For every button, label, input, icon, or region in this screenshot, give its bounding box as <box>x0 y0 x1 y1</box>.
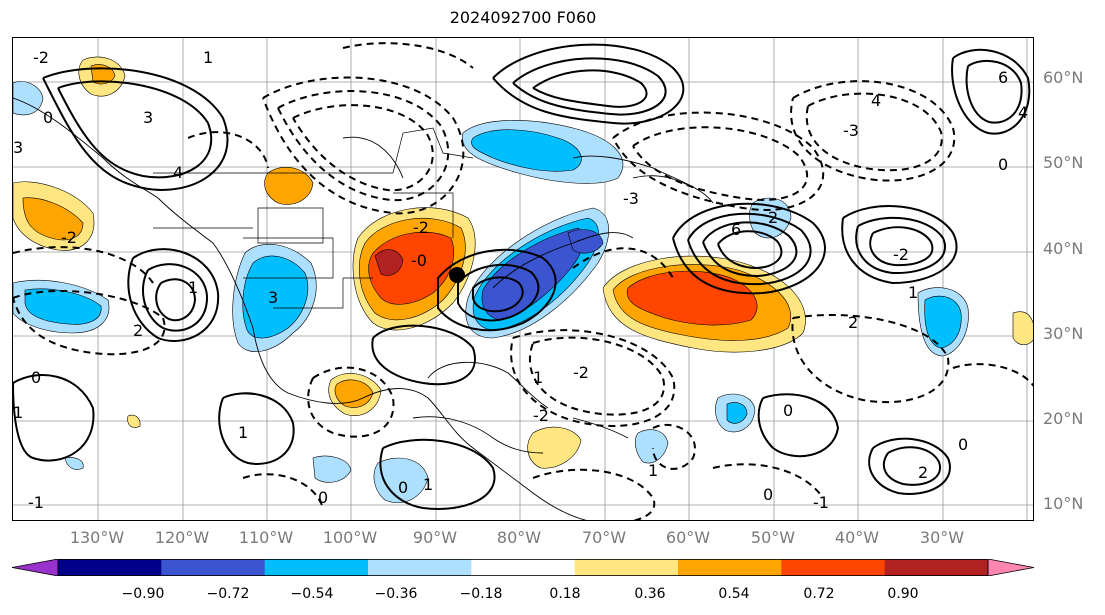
contour-lines <box>13 43 1031 510</box>
svg-text:1: 1 <box>13 403 23 422</box>
map-title: 2024092700 F060 <box>449 8 597 27</box>
lon-label-130w: 130°W <box>69 528 125 547</box>
svg-text:-3: -3 <box>623 189 639 208</box>
colorbar-segment <box>58 559 162 576</box>
svg-text:0: 0 <box>398 478 408 497</box>
colorbar-label: −0.72 <box>206 586 250 602</box>
lon-label-100w: 100°W <box>322 528 378 547</box>
political-borders <box>153 127 474 309</box>
lon-label-80w: 80°W <box>496 528 542 547</box>
svg-text:4: 4 <box>871 91 881 110</box>
svg-text:-2: -2 <box>61 228 77 247</box>
svg-text:-2: -2 <box>573 363 589 382</box>
lon-label-110w: 110°W <box>238 528 294 547</box>
svg-text:0: 0 <box>31 368 41 387</box>
svg-text:-1: -1 <box>28 493 44 512</box>
svg-text:-2: -2 <box>33 48 49 67</box>
colorbar-segment <box>471 559 576 576</box>
svg-text:3: 3 <box>268 288 278 307</box>
svg-text:1: 1 <box>533 368 543 387</box>
colorbar-label: 0.18 <box>549 586 581 602</box>
svg-text:6: 6 <box>731 220 741 239</box>
colorbar-label: −0.90 <box>121 586 165 602</box>
svg-text:0: 0 <box>763 485 773 504</box>
colorbar-label: −0.36 <box>374 586 418 602</box>
svg-text:1: 1 <box>188 278 198 297</box>
svg-text:-1: -1 <box>813 493 829 512</box>
svg-text:-2: -2 <box>533 406 549 425</box>
svg-text:2: 2 <box>918 463 928 482</box>
svg-text:2: 2 <box>768 208 778 227</box>
colorbar-label: −0.18 <box>459 586 503 602</box>
svg-text:0: 0 <box>998 155 1008 174</box>
svg-text:2: 2 <box>133 321 143 340</box>
lon-label-30w: 30°W <box>919 528 965 547</box>
lon-label-60w: 60°W <box>665 528 711 547</box>
lon-label-70w: 70°W <box>581 528 627 547</box>
lat-label-60n: 60°N <box>1043 68 1084 87</box>
svg-text:-3: -3 <box>843 121 859 140</box>
colorbar-segment <box>574 559 679 576</box>
colorbar-extension-low <box>12 559 59 576</box>
svg-text:-2: -2 <box>893 245 909 264</box>
negative-contours <box>13 42 1033 520</box>
svg-text:0: 0 <box>783 401 793 420</box>
colorbar-label: −0.54 <box>290 586 334 602</box>
colorbar-segment <box>781 559 886 576</box>
svg-text:4: 4 <box>1018 103 1028 122</box>
colorbar-label: 0.36 <box>634 586 666 602</box>
colorbar <box>12 559 1034 576</box>
colorbar-label: 0.90 <box>887 586 919 602</box>
colorbar-segment <box>368 559 472 576</box>
svg-text:1: 1 <box>423 475 433 494</box>
lon-label-50w: 50°W <box>750 528 796 547</box>
storm-center-marker <box>449 267 465 283</box>
colorbar-label: 0.72 <box>803 586 835 602</box>
lon-label-90w: 90°W <box>412 528 458 547</box>
svg-text:0: 0 <box>318 488 328 507</box>
svg-text:2: 2 <box>848 313 858 332</box>
colorbar-segment <box>161 559 266 576</box>
svg-text:3: 3 <box>13 138 23 157</box>
colorbar-segment <box>264 559 369 576</box>
svg-text:6: 6 <box>998 68 1008 87</box>
map-canvas: 134 -23-2 -062 -364 0-34 2-21 -21-2 110 … <box>13 38 1033 520</box>
lat-label-20n: 20°N <box>1043 409 1084 428</box>
lat-label-30n: 30°N <box>1043 324 1084 343</box>
colorbar-border <box>57 559 989 576</box>
lon-label-40w: 40°W <box>834 528 880 547</box>
lat-label-10n: 10°N <box>1043 494 1084 513</box>
colorbar-segment <box>884 559 989 576</box>
svg-text:0: 0 <box>958 435 968 454</box>
lat-label-50n: 50°N <box>1043 153 1084 172</box>
svg-text:1: 1 <box>238 423 248 442</box>
colorbar-label: 0.54 <box>718 586 750 602</box>
svg-text:1: 1 <box>908 283 918 302</box>
svg-text:-2: -2 <box>413 218 429 237</box>
svg-text:0: 0 <box>43 108 53 127</box>
colorbar-extension-high <box>987 559 1034 576</box>
svg-text:-0: -0 <box>411 251 427 270</box>
svg-text:3: 3 <box>143 108 153 127</box>
svg-text:1: 1 <box>648 461 658 480</box>
contour-labels: 134 -23-2 -062 -364 0-34 2-21 -21-2 110 … <box>13 48 1028 512</box>
coastlines <box>13 97 714 520</box>
colorbar-segment <box>678 559 782 576</box>
svg-text:1: 1 <box>203 48 213 67</box>
lon-label-120w: 120°W <box>154 528 210 547</box>
lat-label-40n: 40°N <box>1043 239 1084 258</box>
svg-text:4: 4 <box>173 163 183 182</box>
